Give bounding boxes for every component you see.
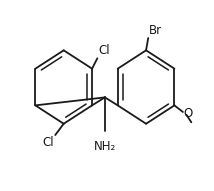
- Text: Cl: Cl: [98, 44, 110, 57]
- Text: O: O: [183, 107, 192, 120]
- Text: Cl: Cl: [43, 136, 54, 149]
- Text: NH₂: NH₂: [94, 140, 116, 153]
- Text: Br: Br: [149, 24, 162, 37]
